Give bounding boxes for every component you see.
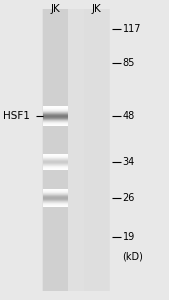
Text: 117: 117 [123, 23, 141, 34]
Text: 19: 19 [123, 232, 135, 242]
Text: 26: 26 [123, 193, 135, 203]
Text: JK: JK [91, 4, 101, 14]
Text: (kD): (kD) [123, 251, 143, 262]
Bar [43, 9, 68, 291]
Text: 48: 48 [123, 111, 135, 122]
Text: 85: 85 [123, 58, 135, 68]
Bar [84, 9, 109, 291]
Text: 34: 34 [123, 157, 135, 167]
Bar [42, 9, 110, 291]
Text: HSF1: HSF1 [3, 111, 29, 122]
Text: JK: JK [51, 4, 61, 14]
